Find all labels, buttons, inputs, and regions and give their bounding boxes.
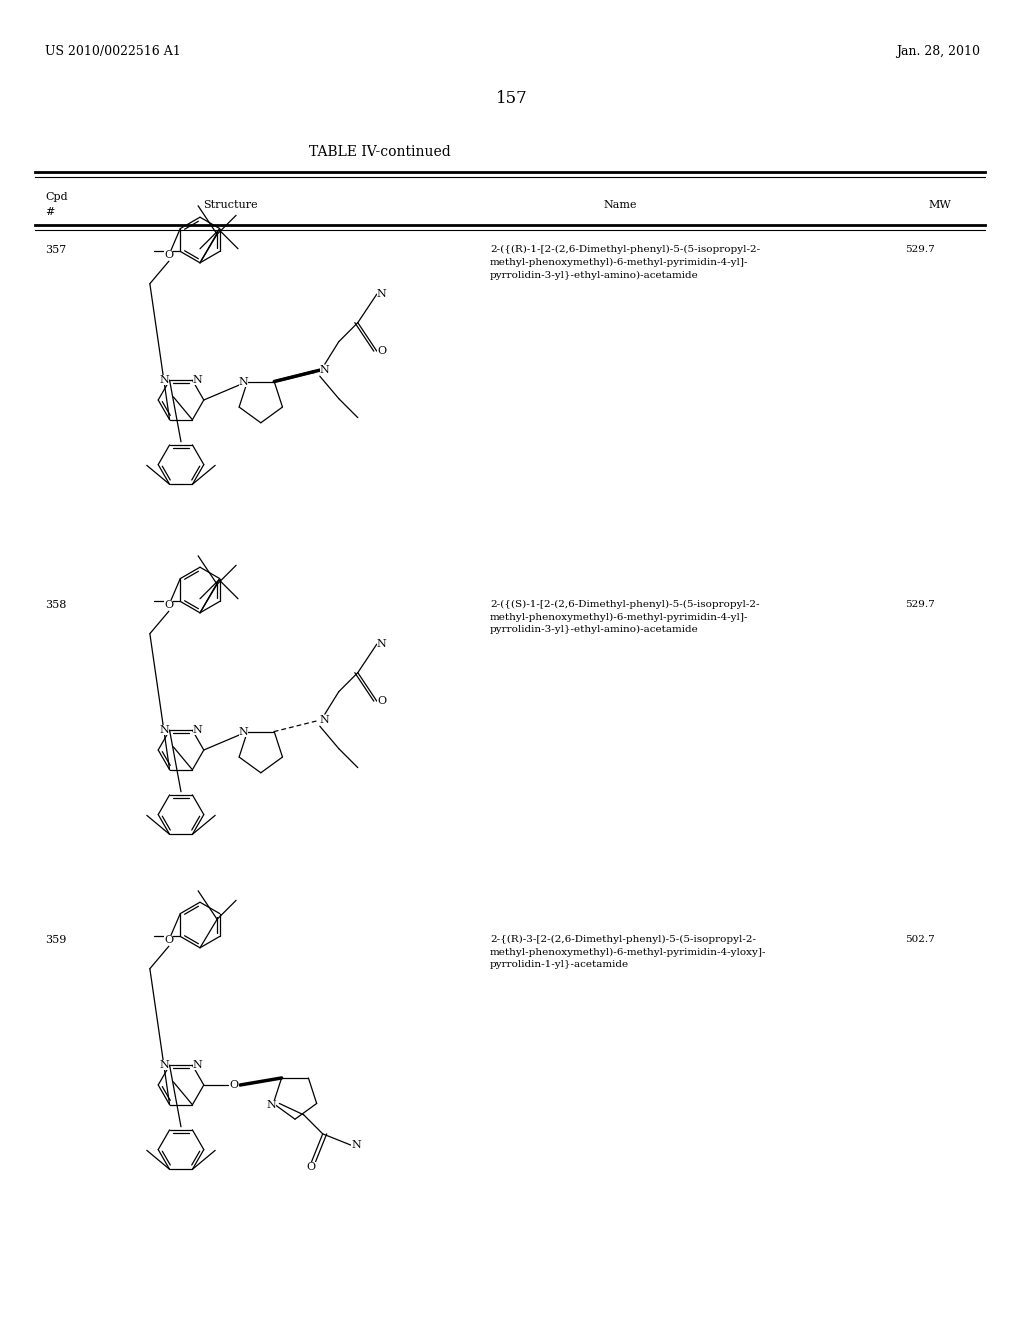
Text: O: O bbox=[229, 1080, 239, 1090]
Text: 359: 359 bbox=[45, 935, 67, 945]
Text: Structure: Structure bbox=[203, 201, 257, 210]
Text: O: O bbox=[164, 935, 173, 945]
Text: Cpd: Cpd bbox=[45, 191, 68, 202]
Text: N: N bbox=[193, 725, 203, 735]
Text: N: N bbox=[266, 1101, 276, 1110]
Text: N: N bbox=[319, 715, 330, 725]
Text: N: N bbox=[160, 1060, 170, 1071]
Text: N: N bbox=[160, 375, 170, 385]
Text: O: O bbox=[307, 1163, 315, 1172]
Text: N: N bbox=[193, 375, 203, 385]
Text: N: N bbox=[193, 1060, 203, 1071]
Text: N: N bbox=[239, 726, 248, 737]
Text: 357: 357 bbox=[45, 246, 67, 255]
Text: O: O bbox=[164, 601, 173, 610]
Text: N: N bbox=[160, 725, 170, 735]
Text: 2-{(R)-3-[2-(2,6-Dimethyl-phenyl)-5-(5-isopropyl-2-
methyl-phenoxymethyl)-6-meth: 2-{(R)-3-[2-(2,6-Dimethyl-phenyl)-5-(5-i… bbox=[490, 935, 767, 969]
Text: O: O bbox=[377, 696, 386, 706]
Text: 358: 358 bbox=[45, 601, 67, 610]
Text: MW: MW bbox=[929, 201, 951, 210]
Text: US 2010/0022516 A1: US 2010/0022516 A1 bbox=[45, 45, 181, 58]
Text: O: O bbox=[164, 251, 173, 260]
Text: 502.7: 502.7 bbox=[905, 935, 935, 944]
Text: N: N bbox=[351, 1140, 361, 1150]
Text: Name: Name bbox=[603, 201, 637, 210]
Text: Jan. 28, 2010: Jan. 28, 2010 bbox=[896, 45, 980, 58]
Text: #: # bbox=[45, 207, 54, 216]
Text: 157: 157 bbox=[496, 90, 528, 107]
Text: 529.7: 529.7 bbox=[905, 246, 935, 253]
Text: N: N bbox=[377, 639, 387, 649]
Text: O: O bbox=[377, 346, 386, 356]
Text: N: N bbox=[377, 289, 387, 300]
Text: N: N bbox=[319, 366, 330, 375]
Text: 2-({(S)-1-[2-(2,6-Dimethyl-phenyl)-5-(5-isopropyl-2-
methyl-phenoxymethyl)-6-met: 2-({(S)-1-[2-(2,6-Dimethyl-phenyl)-5-(5-… bbox=[490, 601, 760, 635]
Text: 529.7: 529.7 bbox=[905, 601, 935, 609]
Text: 2-({(R)-1-[2-(2,6-Dimethyl-phenyl)-5-(5-isopropyl-2-
methyl-phenoxymethyl)-6-met: 2-({(R)-1-[2-(2,6-Dimethyl-phenyl)-5-(5-… bbox=[490, 246, 760, 280]
Text: TABLE IV-continued: TABLE IV-continued bbox=[309, 145, 451, 158]
Text: N: N bbox=[239, 376, 248, 387]
